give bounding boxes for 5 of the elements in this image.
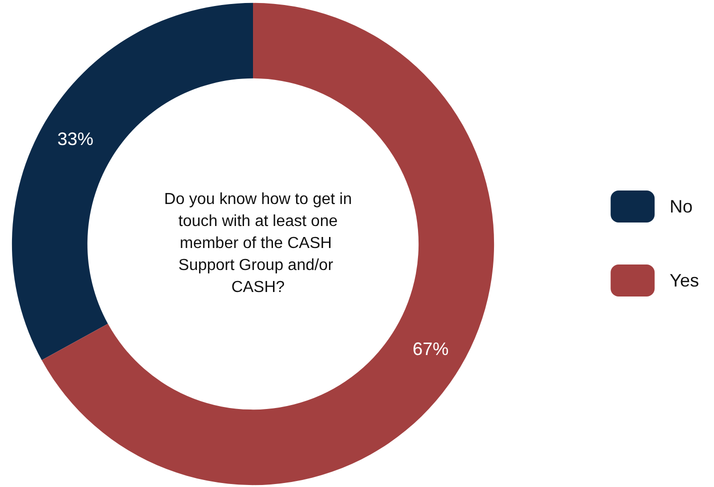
legend-label: No [670,196,693,216]
text: Do you know how to get in touch with at least one member of the CASH Support Group and/or CASH? [164,191,352,296]
data-label: 67% [412,339,449,360]
legend-label: Yes [670,270,700,290]
data-label: 33% [57,128,94,149]
